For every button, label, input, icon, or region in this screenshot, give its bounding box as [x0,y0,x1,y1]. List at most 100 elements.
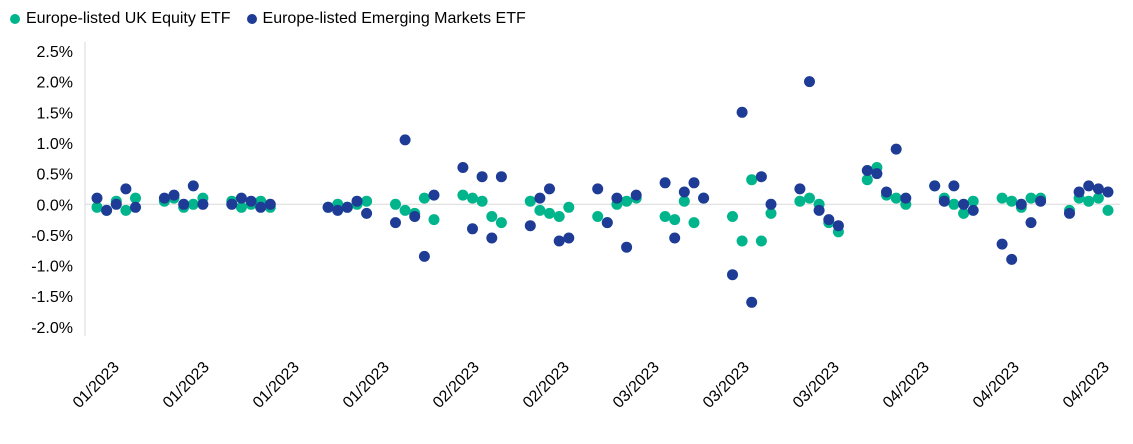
data-point-europe-listed-uk-equity-etf [120,204,132,216]
data-point-europe-listed-uk-equity-etf [861,174,873,186]
data-point-europe-listed-uk-equity-etf [621,195,633,207]
data-point-europe-listed-uk-equity-etf [1092,192,1104,204]
y-tick-label: 1.0% [37,136,73,153]
data-point-europe-listed-emerging-markets-etf [418,250,430,262]
data-point-europe-listed-emerging-markets-etf [890,143,902,155]
data-point-europe-listed-emerging-markets-etf [881,186,892,198]
data-point-europe-listed-uk-equity-etf [467,192,478,204]
data-point-europe-listed-uk-equity-etf [187,198,199,210]
data-point-europe-listed-emerging-markets-etf [1035,195,1047,207]
data-point-europe-listed-emerging-markets-etf [351,195,363,207]
y-tick-label: 0.5% [37,167,73,184]
data-point-europe-listed-emerging-markets-etf [457,162,469,173]
data-point-europe-listed-uk-equity-etf [678,195,690,207]
data-point-europe-listed-emerging-markets-etf [592,183,604,195]
data-point-europe-listed-uk-equity-etf [235,201,247,213]
data-point-europe-listed-uk-equity-etf [130,192,141,204]
x-tick-label: 03/2023 [700,359,753,412]
data-point-europe-listed-emerging-markets-etf [168,189,180,201]
data-point-europe-listed-emerging-markets-etf [630,189,642,201]
data-point-europe-listed-uk-equity-etf [765,207,777,219]
legend-item-uk-equity: Europe-listed UK Equity ETF [10,10,231,28]
data-point-europe-listed-uk-equity-etf [669,214,681,226]
data-point-europe-listed-uk-equity-etf [727,211,738,222]
legend-item-emerging-markets: Europe-listed Emerging Markets ETF [246,10,526,28]
data-point-europe-listed-emerging-markets-etf [486,232,498,244]
data-point-europe-listed-emerging-markets-etf [120,183,132,195]
data-point-europe-listed-emerging-markets-etf [688,177,700,189]
data-point-europe-listed-emerging-markets-etf [727,269,738,281]
data-point-europe-listed-uk-equity-etf [1102,204,1114,216]
data-point-europe-listed-emerging-markets-etf [255,201,267,213]
data-point-europe-listed-uk-equity-etf [476,195,488,207]
data-point-europe-listed-emerging-markets-etf [467,223,478,235]
data-point-europe-listed-emerging-markets-etf [1083,180,1095,192]
data-point-europe-listed-uk-equity-etf [958,207,970,219]
data-point-europe-listed-emerging-markets-etf [755,171,767,183]
data-point-europe-listed-emerging-markets-etf [524,220,536,232]
data-point-europe-listed-uk-equity-etf [553,211,565,222]
data-point-europe-listed-uk-equity-etf [996,192,1008,204]
data-point-europe-listed-emerging-markets-etf [823,214,835,226]
y-tick-label: -1.0% [31,259,73,276]
data-point-europe-listed-emerging-markets-etf [390,217,401,229]
data-point-europe-listed-emerging-markets-etf [245,195,257,207]
legend-marker-uk-equity-icon [10,14,20,24]
data-point-europe-listed-emerging-markets-etf [226,198,238,210]
data-point-europe-listed-uk-equity-etf [486,211,498,222]
data-point-europe-listed-emerging-markets-etf [563,232,575,244]
data-point-europe-listed-uk-equity-etf [361,195,373,207]
data-point-europe-listed-emerging-markets-etf [1073,186,1085,198]
data-point-europe-listed-uk-equity-etf [804,192,815,204]
data-point-europe-listed-uk-equity-etf [457,189,469,201]
data-point-europe-listed-uk-equity-etf [794,195,806,207]
data-point-europe-listed-emerging-markets-etf [659,177,671,189]
data-point-europe-listed-emerging-markets-etf [1025,217,1037,229]
y-tick-label: -0.5% [31,228,73,245]
data-point-europe-listed-emerging-markets-etf [322,201,334,213]
scatter-chart: 2.5% 2.0% 1.5% 1.0% 0.5% 0.0% -0.5% -1.0% -1.5% -… [31,42,1120,412]
y-tick-label: -1.5% [31,289,73,306]
data-point-europe-listed-uk-equity-etf [1025,192,1037,204]
x-tick-label: 02/2023 [520,359,573,412]
data-point-europe-listed-emerging-markets-etf [967,204,979,216]
data-point-europe-listed-emerging-markets-etf [197,198,209,210]
data-point-europe-listed-emerging-markets-etf [996,238,1008,250]
data-point-europe-listed-emerging-markets-etf [1006,253,1018,265]
data-point-europe-listed-uk-equity-etf [890,192,902,204]
x-tick-label: 01/2023 [250,359,303,412]
data-point-europe-listed-emerging-markets-etf [341,201,353,213]
x-tick-label: 02/2023 [430,359,483,412]
data-point-europe-listed-emerging-markets-etf [746,296,758,308]
data-point-europe-listed-emerging-markets-etf [1092,183,1104,195]
data-point-europe-listed-emerging-markets-etf [794,183,806,195]
data-point-europe-listed-emerging-markets-etf [804,76,815,88]
data-point-europe-listed-emerging-markets-etf [101,204,113,216]
legend-label-emerging-markets: Europe-listed Emerging Markets ETF [262,10,526,27]
data-point-europe-listed-uk-equity-etf [659,211,671,222]
legend-marker-emerging-markets-icon [246,14,257,24]
legend: Europe-listed UK Equity ETF Europe-liste… [0,0,1133,28]
data-point-europe-listed-emerging-markets-etf [813,204,825,216]
data-point-europe-listed-emerging-markets-etf [832,220,844,232]
data-point-europe-listed-uk-equity-etf [563,201,575,213]
data-point-europe-listed-uk-equity-etf [948,198,960,210]
data-point-europe-listed-emerging-markets-etf [678,186,690,198]
data-point-europe-listed-emerging-markets-etf [332,204,344,216]
y-tick-label: 1.5% [37,105,73,122]
data-point-europe-listed-uk-equity-etf [688,217,700,229]
data-point-europe-listed-emerging-markets-etf [495,171,507,183]
x-tick-label: 03/2023 [610,359,663,412]
data-point-europe-listed-emerging-markets-etf [476,171,488,183]
data-point-europe-listed-emerging-markets-etf [544,183,555,195]
x-tick-label: 04/2023 [970,359,1023,412]
x-tick-label: 04/2023 [880,359,933,412]
y-tick-label: 2.5% [37,44,73,61]
data-point-europe-listed-uk-equity-etf [428,214,440,226]
data-point-europe-listed-emerging-markets-etf [110,198,122,210]
data-point-europe-listed-emerging-markets-etf [765,198,777,210]
y-tick-label: 2.0% [37,75,73,92]
data-point-europe-listed-emerging-markets-etf [91,192,103,204]
data-point-europe-listed-emerging-markets-etf [130,201,141,213]
